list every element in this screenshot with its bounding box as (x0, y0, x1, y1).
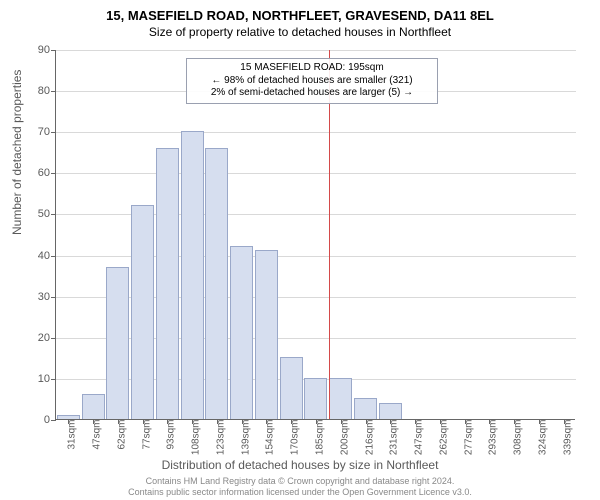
ytick-label: 50 (20, 208, 50, 220)
xtick-label: 154sqm (265, 420, 276, 456)
xtick-label: 123sqm (215, 420, 226, 456)
ytick-label: 70 (20, 126, 50, 138)
ytick-mark (51, 214, 56, 215)
annotation-line: 2% of semi-detached houses are larger (5… (193, 87, 431, 100)
histogram-bar (379, 403, 402, 419)
ytick-label: 30 (20, 291, 50, 303)
footer: Contains HM Land Registry data © Crown c… (0, 476, 600, 498)
histogram-bar (280, 357, 303, 419)
xtick-label: 277sqm (463, 420, 474, 456)
ytick-label: 0 (20, 414, 50, 426)
ytick-label: 60 (20, 167, 50, 179)
xtick-label: 339sqm (562, 420, 573, 456)
ytick-mark (51, 91, 56, 92)
xtick-label: 93sqm (166, 420, 177, 450)
ytick-mark (51, 379, 56, 380)
xtick-label: 247sqm (414, 420, 425, 456)
xtick-label: 139sqm (240, 420, 251, 456)
xtick-label: 77sqm (141, 420, 152, 450)
ytick-mark (51, 50, 56, 51)
xtick-label: 324sqm (537, 420, 548, 456)
ytick-mark (51, 256, 56, 257)
chart-subtitle: Size of property relative to detached ho… (0, 23, 600, 39)
ytick-label: 10 (20, 373, 50, 385)
x-axis-label: Distribution of detached houses by size … (0, 458, 600, 472)
histogram-bar (230, 246, 253, 419)
xtick-label: 47sqm (92, 420, 103, 450)
ytick-label: 20 (20, 332, 50, 344)
histogram-bar (255, 250, 278, 419)
annotation-line: 15 MASEFIELD ROAD: 195sqm (193, 62, 431, 75)
xtick-label: 231sqm (389, 420, 400, 456)
ytick-label: 40 (20, 250, 50, 262)
annotation-line: ← 98% of detached houses are smaller (32… (193, 75, 431, 88)
histogram-bar (106, 267, 129, 419)
grid-line (56, 50, 576, 51)
histogram-bar (156, 148, 179, 419)
xtick-label: 62sqm (116, 420, 127, 450)
grid-line (56, 173, 576, 174)
xtick-label: 200sqm (339, 420, 350, 456)
histogram-bar (82, 394, 105, 419)
grid-line (56, 132, 576, 133)
xtick-label: 170sqm (290, 420, 301, 456)
ytick-mark (51, 338, 56, 339)
ytick-mark (51, 420, 56, 421)
xtick-label: 216sqm (364, 420, 375, 456)
ytick-label: 80 (20, 85, 50, 97)
plot: 010203040506070809031sqm47sqm62sqm77sqm9… (55, 50, 575, 420)
xtick-label: 31sqm (67, 420, 78, 450)
histogram-bar (304, 378, 327, 419)
xtick-label: 262sqm (438, 420, 449, 456)
xtick-label: 308sqm (513, 420, 524, 456)
ytick-mark (51, 297, 56, 298)
footer-line-2: Contains public sector information licen… (0, 487, 600, 498)
ytick-mark (51, 173, 56, 174)
ytick-mark (51, 132, 56, 133)
property-marker-line (329, 50, 330, 419)
ytick-label: 90 (20, 44, 50, 56)
histogram-bar (205, 148, 228, 419)
chart-title: 15, MASEFIELD ROAD, NORTHFLEET, GRAVESEN… (0, 0, 600, 23)
chart-container: 15, MASEFIELD ROAD, NORTHFLEET, GRAVESEN… (0, 0, 600, 500)
plot-area: 010203040506070809031sqm47sqm62sqm77sqm9… (55, 50, 575, 420)
annotation-box: 15 MASEFIELD ROAD: 195sqm← 98% of detach… (186, 58, 438, 104)
histogram-bar (354, 398, 377, 419)
histogram-bar (131, 205, 154, 419)
footer-line-1: Contains HM Land Registry data © Crown c… (0, 476, 600, 487)
xtick-label: 293sqm (488, 420, 499, 456)
xtick-label: 185sqm (314, 420, 325, 456)
histogram-bar (329, 378, 352, 419)
histogram-bar (181, 131, 204, 419)
xtick-label: 108sqm (191, 420, 202, 456)
